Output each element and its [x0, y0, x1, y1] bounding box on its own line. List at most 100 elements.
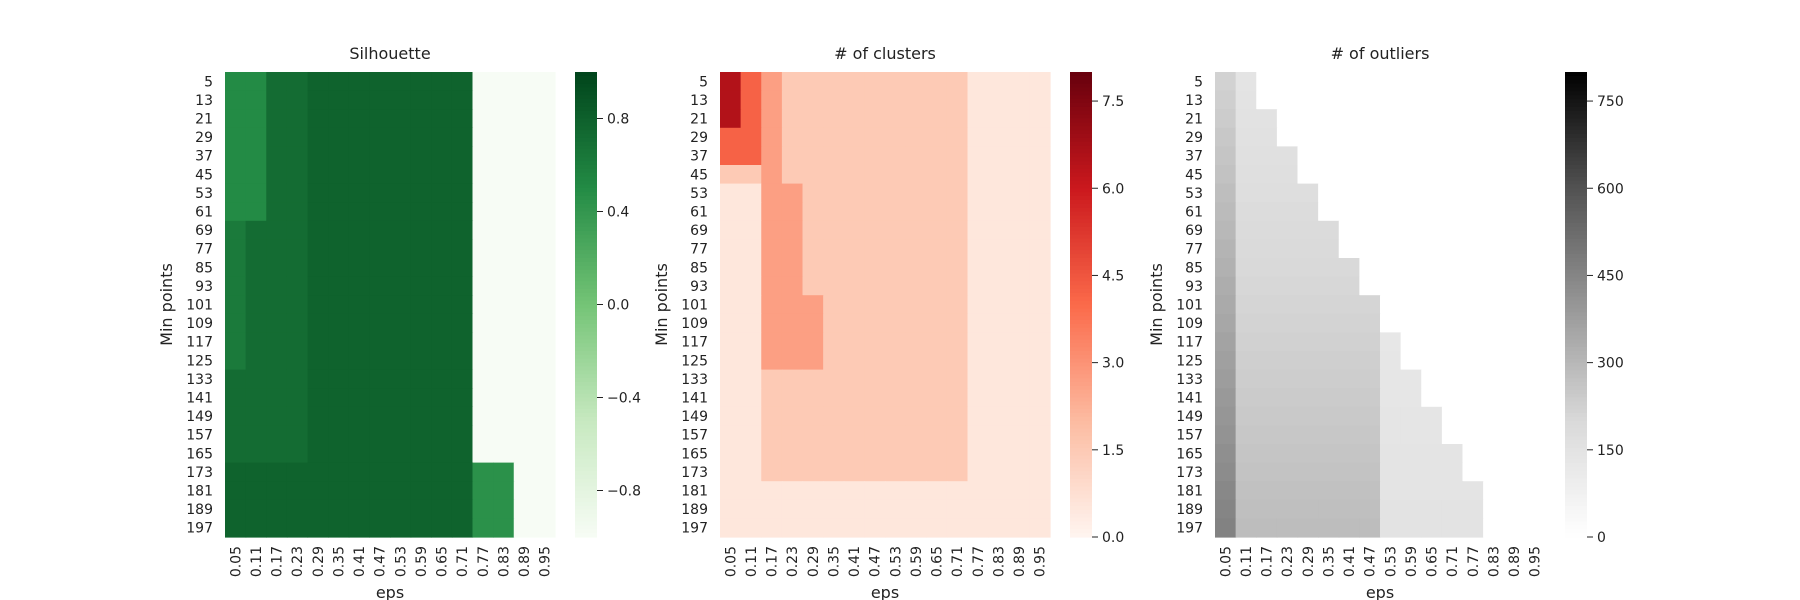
- y-tick-label: 197: [1176, 521, 1203, 537]
- heatmap-cell: [1029, 518, 1051, 538]
- heatmap-cell: [1462, 332, 1484, 352]
- heatmap-cell: [1400, 202, 1422, 222]
- heatmap-cell: [410, 313, 432, 333]
- heatmap-cell: [1380, 109, 1402, 129]
- heatmap-cell: [286, 258, 309, 278]
- heatmap-cell: [864, 388, 886, 408]
- heatmap-cell: [1008, 388, 1030, 408]
- heatmap-cell: [1359, 332, 1381, 352]
- y-tick-label: 21: [1185, 112, 1203, 128]
- heatmap-cell: [740, 425, 762, 445]
- y-axis-label: Min points: [1147, 263, 1166, 346]
- heatmap-cell: [1359, 444, 1381, 464]
- heatmap-cell: [740, 165, 762, 185]
- heatmap-cell: [988, 109, 1010, 129]
- heatmap-cell: [1276, 165, 1299, 185]
- heatmap-cell: [967, 425, 989, 445]
- heatmap-cell: [328, 258, 350, 278]
- heatmap-cell: [1421, 388, 1443, 408]
- heatmap-cell: [328, 351, 350, 371]
- heatmap-cell: [1215, 462, 1237, 482]
- heatmap-cell: [988, 146, 1010, 166]
- heatmap-cell: [1338, 313, 1360, 333]
- heatmap-cell: [802, 462, 824, 482]
- colorbar-tick-label: 1.5: [1102, 443, 1124, 459]
- heatmap-cell: [472, 109, 494, 129]
- heatmap-cell: [431, 499, 453, 519]
- x-tick-label: 0.77: [476, 546, 492, 577]
- heatmap-cell: [988, 444, 1010, 464]
- heatmap-cell: [946, 313, 969, 333]
- heatmap-cell: [1029, 369, 1051, 389]
- x-tick-label: 0.05: [723, 546, 739, 577]
- heatmap-cell: [451, 444, 474, 464]
- heatmap-cell: [1256, 258, 1278, 278]
- heatmap-cell: [1256, 295, 1278, 315]
- heatmap-cell: [1235, 165, 1257, 185]
- heatmap-cell: [1338, 127, 1360, 147]
- heatmap-cell: [307, 239, 329, 259]
- heatmap-cell: [946, 127, 969, 147]
- heatmap-cell: [1462, 388, 1484, 408]
- heatmap-cell: [534, 462, 556, 482]
- heatmap-cell: [266, 90, 288, 110]
- colorbar-tick-label: 0.0: [1102, 530, 1124, 546]
- heatmap-cell: [286, 72, 309, 92]
- y-tick-label: 61: [1185, 205, 1203, 221]
- heatmap-cell: [1276, 406, 1299, 426]
- x-tick-label: 0.41: [1342, 546, 1358, 577]
- heatmap-cell: [1359, 313, 1381, 333]
- heatmap-cell: [1008, 109, 1030, 129]
- heatmap-cell: [823, 499, 845, 519]
- x-tick-label: 0.83: [1486, 546, 1502, 577]
- heatmap-cell: [307, 276, 329, 296]
- heatmap-cell: [1029, 388, 1051, 408]
- heatmap-cell: [1276, 425, 1299, 445]
- heatmap-cell: [885, 109, 907, 129]
- heatmap-cell: [1380, 202, 1402, 222]
- heatmap-cell: [781, 109, 804, 129]
- heatmap-cell: [451, 183, 474, 203]
- heatmap-cell: [1524, 239, 1546, 259]
- heatmap-cell: [1400, 276, 1422, 296]
- heatmap-cell: [1359, 481, 1381, 501]
- heatmap-cell: [307, 351, 329, 371]
- heatmap-cell: [534, 202, 556, 222]
- heatmap-cell: [1462, 406, 1484, 426]
- heatmap-cell: [1483, 332, 1505, 352]
- heatmap-cell: [266, 202, 288, 222]
- y-tick-label: 157: [1176, 428, 1203, 444]
- heatmap-cell: [1359, 462, 1381, 482]
- heatmap-cell: [1256, 518, 1278, 538]
- heatmap-cell: [245, 220, 267, 240]
- heatmap-cell: [1483, 127, 1505, 147]
- heatmap-cell: [946, 109, 969, 129]
- heatmap-cell: [266, 425, 288, 445]
- heatmap-cell: [967, 481, 989, 501]
- heatmap-cell: [493, 146, 515, 166]
- x-tick-label: 0.23: [785, 546, 801, 577]
- heatmap-cell: [1503, 313, 1525, 333]
- heatmap-cell: [225, 90, 247, 110]
- heatmap-cell: [1235, 146, 1257, 166]
- heatmap-cell: [843, 165, 865, 185]
- heatmap-cell: [967, 499, 989, 519]
- heatmap-cell: [431, 276, 453, 296]
- heatmap-cell: [369, 165, 391, 185]
- heatmap-cell: [1029, 313, 1051, 333]
- heatmap-cell: [328, 406, 350, 426]
- heatmap-cell: [1338, 239, 1360, 259]
- heatmap-cell: [513, 127, 535, 147]
- heatmap-cell: [720, 127, 742, 147]
- heatmap-cell: [1421, 90, 1443, 110]
- heatmap-cell: [451, 239, 474, 259]
- heatmap-cell: [885, 462, 907, 482]
- heatmap-cell: [946, 444, 969, 464]
- heatmap-cell: [286, 499, 309, 519]
- y-tick-label: 85: [690, 260, 708, 276]
- heatmap-cell: [1441, 388, 1464, 408]
- heatmap-cell: [513, 518, 535, 538]
- heatmap-cell: [926, 72, 948, 92]
- heatmap-cell: [348, 109, 370, 129]
- heatmap-cell: [885, 388, 907, 408]
